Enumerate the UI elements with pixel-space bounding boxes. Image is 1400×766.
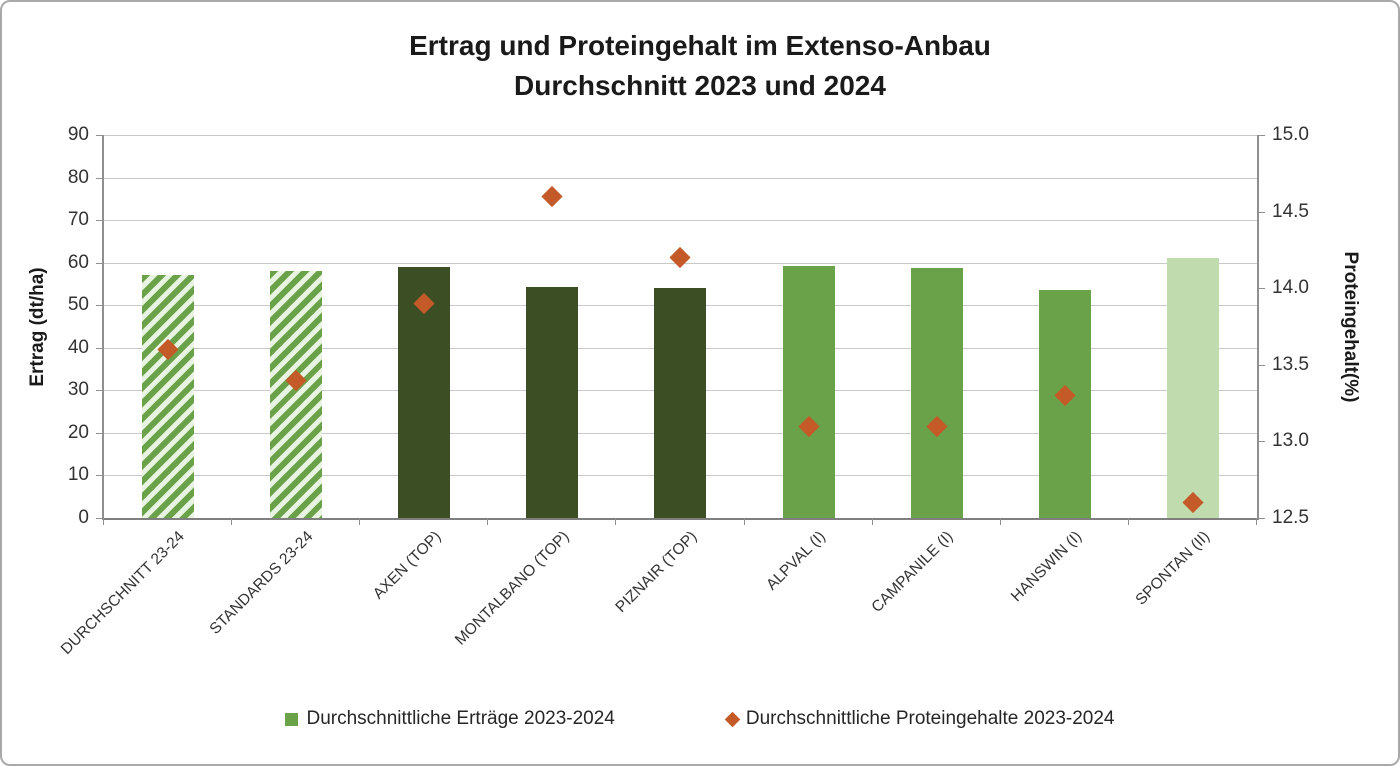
x-axis-label: STANDARDS 23-24: [206, 528, 317, 638]
plot-area: 0 10 20 30 40 50 60 70 80 90 12.5 13.0 13.5 14.0 14.5 1…: [58, 125, 1309, 658]
x-axis-tick: [103, 518, 104, 525]
right-axis-tick: [1257, 211, 1265, 213]
x-axis-label: SPONTAN (II): [1132, 528, 1213, 609]
left-axis-tick-label: 40: [67, 336, 89, 358]
left-axis-tick-label: 70: [67, 209, 89, 231]
x-axis-label: HANSWIN (I): [1007, 528, 1085, 606]
chart-title: Ertrag und Proteingehalt im Extenso-Anba…: [2, 26, 1398, 106]
right-axis-tick: [1257, 364, 1265, 366]
right-axis-tick-label: 14.5: [1272, 200, 1309, 222]
bar-spontan-ii-: [1166, 258, 1219, 518]
left-axis-tick-label: 50: [67, 294, 89, 316]
left-axis-tick-label: 90: [67, 124, 89, 145]
x-axis-label: AXEN (TOP): [369, 528, 445, 603]
left-axis-tick-label: 0: [78, 507, 89, 528]
left-axis-tick: [96, 305, 104, 307]
left-axis-tick-label: 10: [67, 464, 89, 486]
left-axis-title: Ertrag (dt/ha): [27, 267, 48, 387]
x-axis-tick: [999, 518, 1001, 525]
right-axis-title: Proteingehalt(%): [1340, 251, 1361, 403]
gridline-80: [104, 177, 1257, 179]
right-axis-tick-label: 13.5: [1272, 353, 1309, 375]
legend-label-proteingehalte: Durchschnittliche Proteingehalte 2023-20…: [745, 708, 1115, 729]
x-axis-label: DURCHSCHNITT 23-24: [58, 528, 189, 658]
left-axis-tick: [96, 475, 104, 477]
right-axis-tick: [1257, 288, 1265, 290]
left-axis-tick: [96, 177, 104, 179]
left-axis-tick-label: 20: [67, 421, 89, 443]
x-axis-label: PIZNAIR (TOP): [612, 528, 701, 616]
legend: Durchschnittliche Erträge 2023-2024 Durc…: [2, 708, 1398, 730]
left-axis-tick: [96, 518, 104, 519]
left-axis-tick: [96, 347, 104, 349]
bar-montalbano-top-: [526, 286, 579, 518]
x-axis-tick: [231, 518, 233, 525]
x-axis-tick: [871, 518, 873, 525]
x-axis-label: CAMPANILE (I): [868, 528, 957, 616]
x-axis-tick: [615, 518, 617, 525]
marker-montalbano-top-: [541, 185, 563, 207]
category-column: [104, 135, 232, 518]
category-column: [873, 135, 1001, 518]
left-axis-tick-label: 30: [67, 379, 89, 401]
legend-item-ertraege: Durchschnittliche Erträge 2023-2024: [285, 708, 615, 730]
bar-durchschnitt-23-24: [142, 274, 195, 518]
x-axis-tick: [1256, 518, 1257, 525]
bar-piznair-top-: [654, 288, 707, 518]
left-axis-tick: [96, 220, 104, 222]
left-axis-tick: [96, 432, 104, 434]
right-axis-tick: [1257, 135, 1265, 136]
bar-standards-23-24: [270, 271, 323, 518]
right-axis-tick: [1257, 518, 1265, 519]
left-axis-tick-label: 80: [67, 166, 89, 188]
left-axis-tick-label: 60: [67, 251, 89, 273]
left-axis-tick: [96, 135, 104, 136]
gridline-90: [104, 135, 1257, 136]
right-axis-tick-label: 14.0: [1272, 277, 1309, 299]
x-axis-tick: [1127, 518, 1129, 525]
x-axis-tick: [359, 518, 361, 525]
left-axis-tick: [96, 262, 104, 264]
category-column: [1001, 135, 1129, 518]
x-axis-label: ALPVAL (I): [763, 528, 829, 594]
legend-item-proteingehalte: Durchschnittliche Proteingehalte 2023-20…: [724, 708, 1115, 730]
category-column: [488, 135, 616, 518]
x-axis-label: MONTALBANO (TOP): [451, 528, 573, 649]
right-axis-tick: [1257, 441, 1265, 443]
category-column: [1129, 135, 1257, 518]
legend-diamond-icon: [724, 711, 741, 727]
x-axis-tick: [743, 518, 745, 525]
category-column: [616, 135, 744, 518]
category-column: [360, 135, 488, 518]
right-axis-tick-label: 12.5: [1272, 507, 1309, 528]
bar-alpval-i-: [782, 266, 835, 518]
left-axis-tick: [96, 390, 104, 392]
bar-campanile-i-: [910, 268, 963, 518]
marker-piznair-top-: [669, 246, 692, 269]
chart-title-line1: Ertrag und Proteingehalt im Extenso-Anba…: [409, 30, 991, 61]
right-axis-tick-label: 15.0: [1272, 124, 1309, 145]
legend-label-ertraege: Durchschnittliche Erträge 2023-2024: [306, 708, 615, 729]
gridline-70: [104, 220, 1257, 222]
category-column: [745, 135, 873, 518]
chart-title-line2: Durchschnitt 2023 und 2024: [514, 70, 886, 101]
legend-square-icon: [285, 712, 299, 726]
x-axis-tick: [487, 518, 489, 525]
right-axis-tick-label: 13.0: [1272, 430, 1309, 452]
category-column: [232, 135, 360, 518]
